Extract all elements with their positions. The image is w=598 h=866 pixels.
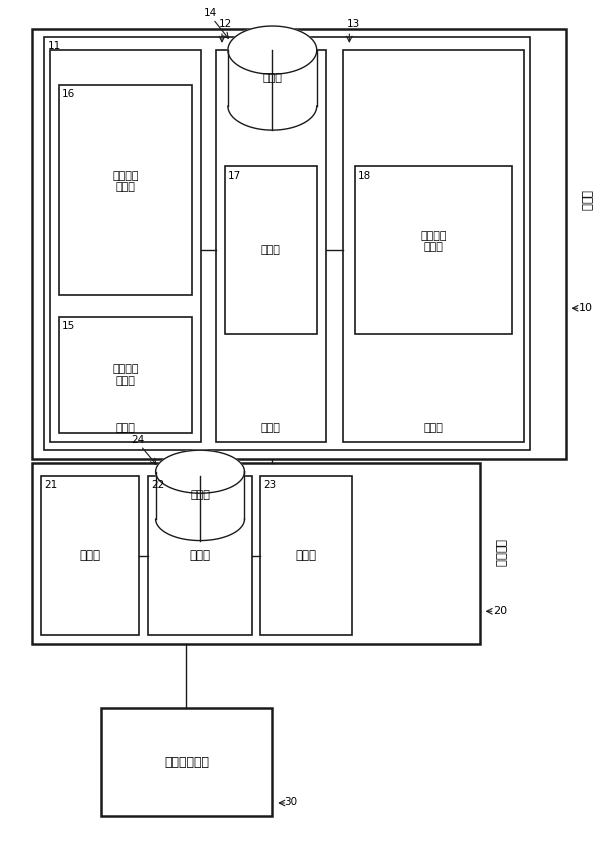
Polygon shape <box>155 472 245 519</box>
Text: 入力部: 入力部 <box>80 549 100 562</box>
Text: 10: 10 <box>579 303 593 313</box>
Bar <box>216 50 326 442</box>
Text: 30: 30 <box>284 798 297 807</box>
Bar <box>41 476 139 635</box>
Bar <box>100 708 272 816</box>
Bar <box>32 29 566 459</box>
Polygon shape <box>155 450 245 494</box>
Bar <box>50 50 202 442</box>
Text: 評価部: 評価部 <box>261 245 281 255</box>
Text: 15: 15 <box>62 321 75 331</box>
Bar <box>225 166 317 334</box>
Text: 入力部: 入力部 <box>116 423 136 433</box>
Bar <box>355 166 512 334</box>
Text: 13: 13 <box>346 18 359 29</box>
Text: 出力部: 出力部 <box>296 549 317 562</box>
Text: 24: 24 <box>131 435 145 445</box>
Text: 17: 17 <box>228 171 241 181</box>
Polygon shape <box>228 26 317 74</box>
Text: 20: 20 <box>493 606 508 617</box>
Text: 記憶部: 記憶部 <box>190 490 210 501</box>
Bar <box>59 317 193 433</box>
Bar <box>59 85 193 295</box>
Text: 処理結果
送信部: 処理結果 送信部 <box>112 171 139 192</box>
Bar <box>261 476 352 635</box>
Text: サーバ: サーバ <box>580 191 593 211</box>
Bar <box>32 463 480 643</box>
Text: 処理部: 処理部 <box>189 549 210 562</box>
Bar <box>44 37 530 450</box>
Text: 処理部: 処理部 <box>261 423 281 433</box>
Text: 出力部: 出力部 <box>424 423 444 433</box>
Bar <box>148 476 252 635</box>
Text: 属性情報
送信部: 属性情報 送信部 <box>112 364 139 385</box>
Text: 12: 12 <box>219 18 232 29</box>
Text: 14: 14 <box>203 8 216 18</box>
Text: 22: 22 <box>151 481 164 490</box>
Text: 端末装置: 端末装置 <box>494 540 507 567</box>
Text: 11: 11 <box>48 42 61 51</box>
Text: 21: 21 <box>44 481 57 490</box>
Text: 18: 18 <box>358 171 371 181</box>
Text: 出力デバイス: 出力デバイス <box>164 756 209 769</box>
Text: 出力条件
送信部: 出力条件 送信部 <box>420 230 447 252</box>
Text: 16: 16 <box>62 89 75 99</box>
Polygon shape <box>228 50 317 106</box>
Text: 記憶部: 記憶部 <box>263 73 282 83</box>
Bar <box>343 50 524 442</box>
Text: 23: 23 <box>264 481 277 490</box>
